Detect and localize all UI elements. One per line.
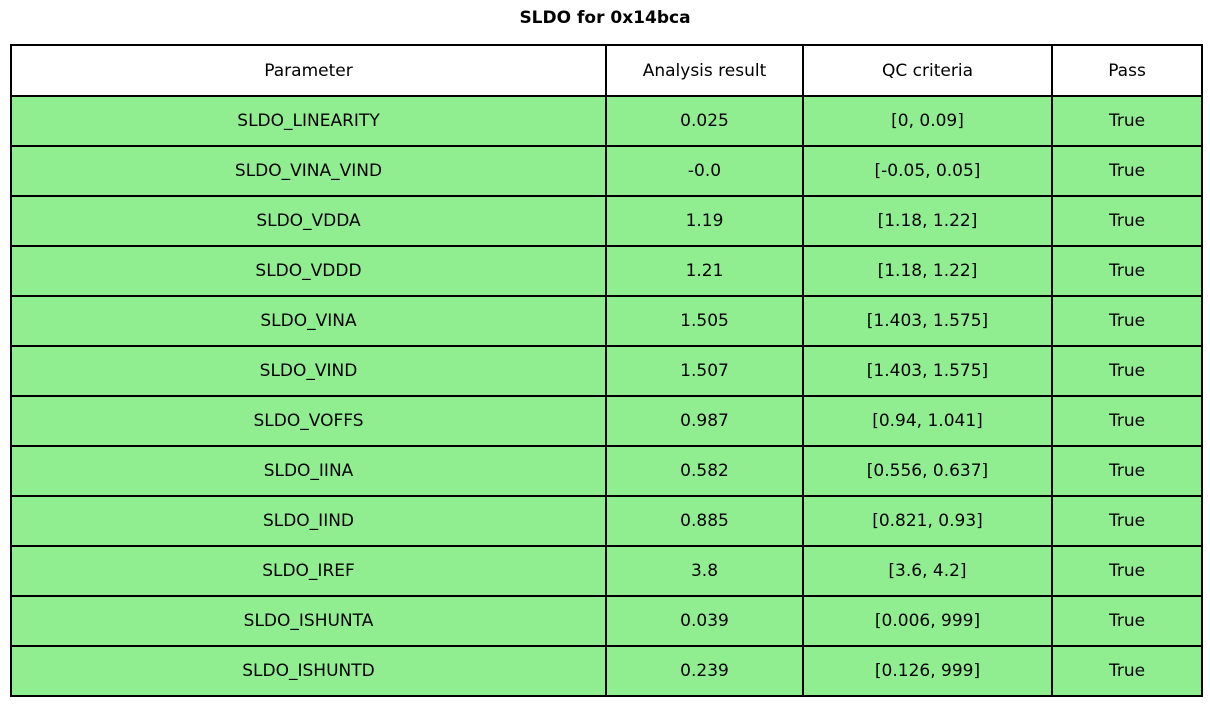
column-header-qc-criteria: QC criteria (802, 44, 1053, 97)
cell-criteria: [1.403, 1.575] (802, 295, 1053, 347)
cell-result: 1.19 (605, 195, 804, 247)
cell-result: -0.0 (605, 145, 804, 197)
cell-pass: True (1051, 595, 1203, 647)
cell-parameter: SLDO_VIND (10, 345, 607, 397)
cell-pass: True (1051, 645, 1203, 697)
cell-parameter: SLDO_ISHUNTA (10, 595, 607, 647)
cell-pass: True (1051, 545, 1203, 597)
cell-parameter: SLDO_VINA_VIND (10, 145, 607, 197)
cell-criteria: [1.18, 1.22] (802, 195, 1053, 247)
cell-result: 1.21 (605, 245, 804, 297)
table-row: SLDO_IIND 0.885 [0.821, 0.93] True (10, 495, 1203, 547)
cell-result: 0.239 (605, 645, 804, 697)
cell-criteria: [1.18, 1.22] (802, 245, 1053, 297)
cell-pass: True (1051, 195, 1203, 247)
cell-parameter: SLDO_ISHUNTD (10, 645, 607, 697)
cell-parameter: SLDO_IREF (10, 545, 607, 597)
cell-criteria: [0.821, 0.93] (802, 495, 1053, 547)
table-row: SLDO_IINA 0.582 [0.556, 0.637] True (10, 445, 1203, 497)
cell-result: 0.885 (605, 495, 804, 547)
cell-criteria: [0.126, 999] (802, 645, 1053, 697)
column-header-parameter: Parameter (10, 44, 607, 97)
cell-criteria: [3.6, 4.2] (802, 545, 1053, 597)
cell-pass: True (1051, 345, 1203, 397)
cell-parameter: SLDO_VOFFS (10, 395, 607, 447)
cell-parameter: SLDO_LINEARITY (10, 95, 607, 147)
cell-parameter: SLDO_IIND (10, 495, 607, 547)
cell-parameter: SLDO_VINA (10, 295, 607, 347)
table-row: SLDO_VDDD 1.21 [1.18, 1.22] True (10, 245, 1203, 297)
cell-pass: True (1051, 445, 1203, 497)
cell-result: 1.505 (605, 295, 804, 347)
cell-criteria: [0.556, 0.637] (802, 445, 1053, 497)
table-row: SLDO_IREF 3.8 [3.6, 4.2] True (10, 545, 1203, 597)
cell-criteria: [0.006, 999] (802, 595, 1053, 647)
table-row: SLDO_VOFFS 0.987 [0.94, 1.041] True (10, 395, 1203, 447)
cell-pass: True (1051, 495, 1203, 547)
table-row: SLDO_VINA 1.505 [1.403, 1.575] True (10, 295, 1203, 347)
table-row: SLDO_ISHUNTA 0.039 [0.006, 999] True (10, 595, 1203, 647)
cell-result: 0.582 (605, 445, 804, 497)
page-title: SLDO for 0x14bca (519, 8, 691, 28)
cell-result: 1.507 (605, 345, 804, 397)
table-row: SLDO_VDDA 1.19 [1.18, 1.22] True (10, 195, 1203, 247)
cell-pass: True (1051, 145, 1203, 197)
cell-pass: True (1051, 95, 1203, 147)
cell-pass: True (1051, 295, 1203, 347)
qc-results-table: Parameter Analysis result QC criteria Pa… (10, 44, 1203, 697)
cell-pass: True (1051, 245, 1203, 297)
cell-result: 0.987 (605, 395, 804, 447)
table-row: SLDO_VIND 1.507 [1.403, 1.575] True (10, 345, 1203, 397)
table-row: SLDO_ISHUNTD 0.239 [0.126, 999] True (10, 645, 1203, 697)
cell-criteria: [-0.05, 0.05] (802, 145, 1053, 197)
cell-result: 0.039 (605, 595, 804, 647)
table-header-row: Parameter Analysis result QC criteria Pa… (10, 44, 1203, 97)
cell-pass: True (1051, 395, 1203, 447)
table-row: SLDO_LINEARITY 0.025 [0, 0.09] True (10, 95, 1203, 147)
column-header-analysis-result: Analysis result (605, 44, 804, 97)
cell-parameter: SLDO_VDDA (10, 195, 607, 247)
cell-criteria: [0, 0.09] (802, 95, 1053, 147)
table-body: SLDO_LINEARITY 0.025 [0, 0.09] True SLDO_VIN… (10, 95, 1203, 697)
cell-parameter: SLDO_IINA (10, 445, 607, 497)
cell-criteria: [0.94, 1.041] (802, 395, 1053, 447)
cell-result: 0.025 (605, 95, 804, 147)
column-header-pass: Pass (1051, 44, 1203, 97)
cell-result: 3.8 (605, 545, 804, 597)
table-row: SLDO_VINA_VIND -0.0 [-0.05, 0.05] True (10, 145, 1203, 197)
cell-parameter: SLDO_VDDD (10, 245, 607, 297)
cell-criteria: [1.403, 1.575] (802, 345, 1053, 397)
